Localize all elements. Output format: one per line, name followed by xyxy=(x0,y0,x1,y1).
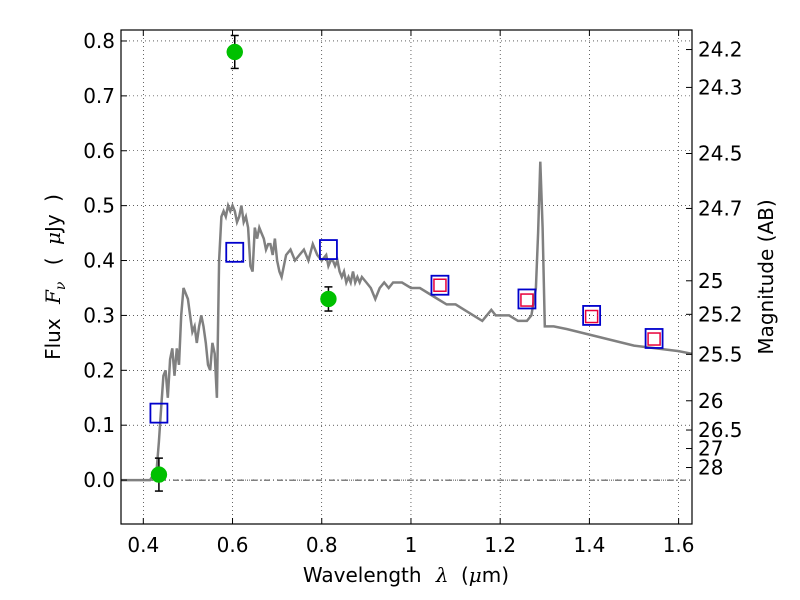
y-axis-label-symbol: F xyxy=(41,289,65,305)
observed-point xyxy=(320,290,337,308)
y-tick-label: 0.7 xyxy=(83,84,115,108)
y-axis-label-unit-rest: Jy xyxy=(41,214,65,234)
y-axis-label-unit-mu: μ xyxy=(41,232,65,245)
y-tick-label: 0.6 xyxy=(83,139,115,163)
x-axis-label-prefix: Wavelength xyxy=(303,563,422,587)
x-tick-label: 1 xyxy=(405,533,418,557)
model-photometry-squares xyxy=(149,239,664,424)
y-axis-label-unit-open: ( xyxy=(41,257,65,265)
magnitude-tick-label: 24.7 xyxy=(698,196,743,220)
red-square xyxy=(647,332,661,346)
y-tick-label: 0.8 xyxy=(83,29,115,53)
magnitude-tick-label: 26 xyxy=(698,389,723,413)
magnitude-tick-label: 25.2 xyxy=(698,302,743,326)
x-axis-label: Wavelength λ (μm) xyxy=(303,563,509,587)
y-axis-label-unit-close: ) xyxy=(41,194,65,202)
magnitude-tick-label: 25 xyxy=(698,269,723,293)
model-spectrum-line xyxy=(121,161,693,482)
magnitude-tick-label: 24.2 xyxy=(698,38,743,62)
plot-frame xyxy=(120,29,693,525)
magnitude-tick-label: 24.5 xyxy=(698,142,743,166)
x-axis-ticks: 0.4 0.6 0.8 1 1.2 1.4 1.6 xyxy=(127,30,695,557)
x-tick-label: 0.8 xyxy=(306,533,338,557)
model-photometry-square xyxy=(644,328,664,349)
right-axis-label: Magnitude (AB) xyxy=(754,199,778,354)
observed-points xyxy=(150,43,337,483)
x-tick-label: 1.2 xyxy=(484,533,516,557)
model-photometry-square xyxy=(149,402,169,424)
magnitude-tick-label: 26.5 xyxy=(698,418,743,442)
model-photometry-square xyxy=(225,241,245,263)
x-tick-label: 0.4 xyxy=(127,533,159,557)
observed-point xyxy=(226,43,244,61)
y-tick-label: 0.3 xyxy=(83,303,115,327)
magnitude-tick-label: 25.5 xyxy=(698,342,743,366)
magnitude-tick-label: 27 xyxy=(698,437,723,461)
y-tick-label: 0.1 xyxy=(83,413,115,437)
y-axis-ticks: 0.0 0.1 0.2 0.3 0.4 0.5 0.6 0.7 0.8 xyxy=(83,29,127,492)
y-tick-label: 0.4 xyxy=(83,249,115,273)
red-squares xyxy=(433,278,661,346)
plot-background xyxy=(121,30,692,524)
magnitude-tick-label: 28 xyxy=(698,456,723,480)
y-axis-label-prefix: Flux xyxy=(41,318,65,360)
x-axis-label-unit-mu: μ xyxy=(469,563,482,587)
observed-point xyxy=(150,466,168,483)
y-axis-label: Flux Fν ( μJy ) xyxy=(41,194,70,360)
red-square xyxy=(433,278,447,292)
y-tick-label: 0.2 xyxy=(83,358,115,382)
model-photometry-square xyxy=(582,305,602,326)
red-square xyxy=(584,309,599,324)
y-axis-label-sub: ν xyxy=(53,281,69,290)
y-tick-label: 0.0 xyxy=(83,468,115,492)
x-tick-label: 1.6 xyxy=(663,533,695,557)
x-tick-label: 0.6 xyxy=(217,533,249,557)
x-axis-label-unit-rest: m) xyxy=(482,563,509,587)
y-tick-label: 0.5 xyxy=(83,194,115,218)
x-tick-label: 1.4 xyxy=(573,533,605,557)
model-photometry-square xyxy=(517,288,537,310)
magnitude-tick-label: 24.3 xyxy=(698,75,743,99)
red-square xyxy=(520,293,534,307)
model-photometry-square xyxy=(430,274,450,296)
model-photometry-square xyxy=(319,239,338,260)
x-axis-label-unit-open: ( xyxy=(461,563,469,587)
x-axis-label-symbol: λ xyxy=(435,563,449,587)
